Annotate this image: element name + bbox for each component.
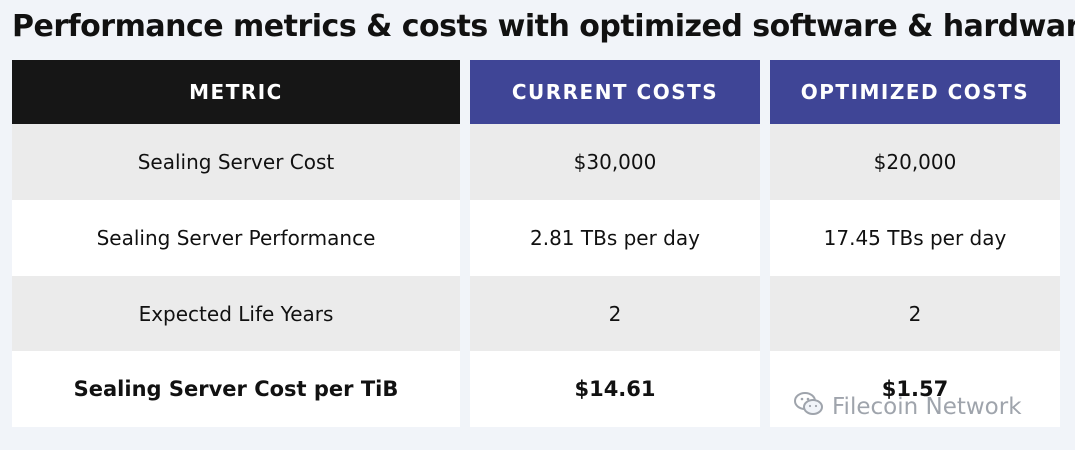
row-metric-label: Sealing Server Performance	[12, 200, 460, 276]
page-title: Performance metrics & costs with optimiz…	[12, 9, 1075, 44]
row-metric-label: Sealing Server Cost	[12, 124, 460, 200]
row-metric-label: Sealing Server Cost per TiB	[12, 351, 460, 427]
row-optimized-value: 2	[770, 276, 1060, 351]
row-current-value: $14.61	[470, 351, 760, 427]
metrics-table: METRIC CURRENT COSTS OPTIMIZED COSTS Sea…	[12, 60, 1060, 427]
row-optimized-value: $20,000	[770, 124, 1060, 200]
row-optimized-value: 17.45 TBs per day	[770, 200, 1060, 276]
row-current-value: 2.81 TBs per day	[470, 200, 760, 276]
row-current-value: $30,000	[470, 124, 760, 200]
row-current-value: 2	[470, 276, 760, 351]
header-metric: METRIC	[12, 60, 460, 124]
row-metric-label: Expected Life Years	[12, 276, 460, 351]
row-optimized-value: $1.57	[770, 351, 1060, 427]
header-optimized-costs: OPTIMIZED COSTS	[770, 60, 1060, 124]
header-current-costs: CURRENT COSTS	[470, 60, 760, 124]
